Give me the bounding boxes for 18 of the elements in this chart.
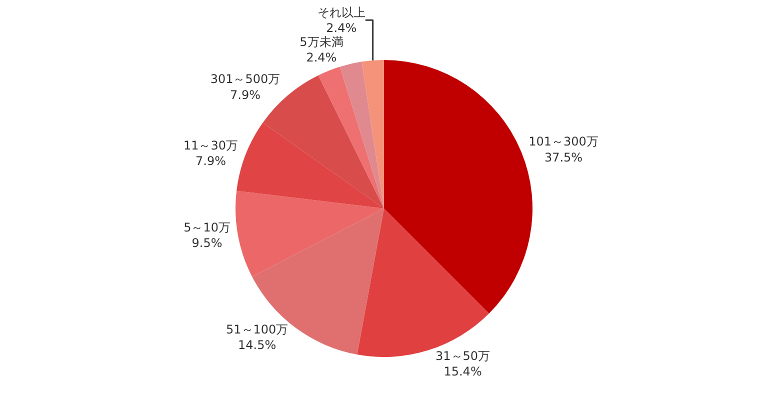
- slice-label: 101～300万: [528, 134, 598, 149]
- slice-label: 11～30万: [183, 138, 238, 152]
- pie-slice: [340, 62, 384, 208]
- slice-label: 51～100万: [226, 322, 288, 337]
- data-label: 9.5%: [192, 236, 222, 250]
- slice-label: それ以上: [317, 5, 366, 20]
- data-label: 37.5%: [544, 150, 583, 164]
- slice-label: 31～50万: [436, 348, 490, 363]
- data-label: 7.9%: [195, 154, 226, 168]
- data-label: 7.9%: [230, 88, 260, 102]
- slice-label: 5万未満: [300, 34, 344, 49]
- slice-label: 5～10万: [184, 220, 230, 235]
- data-label: 14.5%: [238, 338, 276, 352]
- data-label: 2.4%: [306, 50, 337, 65]
- data-label: 2.4%: [326, 20, 357, 35]
- data-label: 15.4%: [444, 364, 482, 379]
- slice-label: 301～500万: [210, 72, 280, 86]
- pie-slice: [362, 60, 384, 208]
